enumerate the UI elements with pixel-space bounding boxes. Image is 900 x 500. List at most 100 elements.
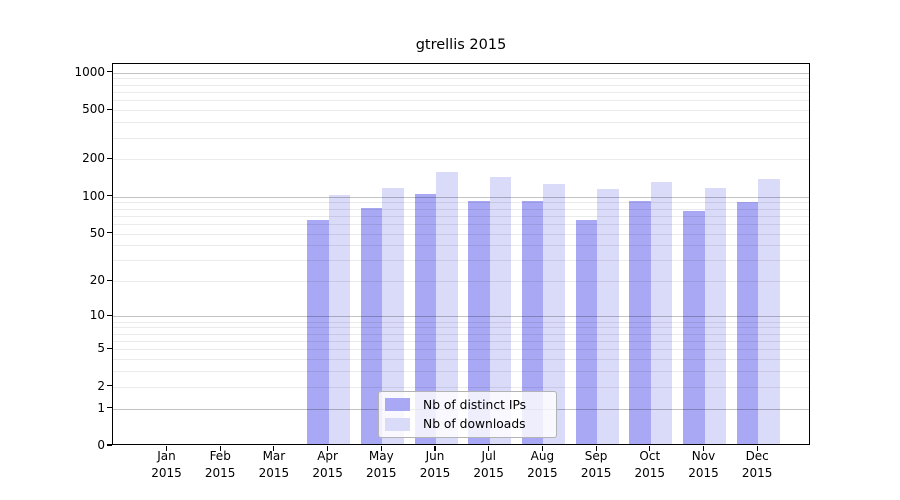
y-tick-mark xyxy=(107,279,112,282)
bar-downloads-nov xyxy=(704,187,726,444)
x-tick-label: May 2015 xyxy=(366,449,397,480)
minor-gridline xyxy=(113,349,809,351)
y-tick-label: 20 xyxy=(89,273,105,288)
y-tick-mark xyxy=(107,231,112,234)
y-tick-mark xyxy=(107,385,112,387)
minor-gridline xyxy=(113,215,809,217)
minor-gridline xyxy=(113,359,809,361)
x-tick-label: Aug 2015 xyxy=(527,449,558,480)
minor-gridline xyxy=(113,91,809,93)
x-tick-label: Jan 2015 xyxy=(151,449,182,480)
x-tick-label: Jul 2015 xyxy=(473,449,504,480)
y-tick-label: 50 xyxy=(89,225,105,240)
x-tick-mark xyxy=(380,446,382,451)
minor-gridline xyxy=(113,78,809,80)
y-tick-label: 100 xyxy=(82,188,105,203)
minor-gridline xyxy=(113,321,809,323)
y-tick-mark xyxy=(107,108,112,110)
y-tick-mark xyxy=(107,406,112,409)
y-tick-label: 10 xyxy=(89,308,105,323)
y-tick-label: 1000 xyxy=(74,64,105,79)
major-gridline xyxy=(113,316,809,318)
x-tick-mark xyxy=(273,446,275,451)
legend: Nb of distinct IPs Nb of downloads xyxy=(378,391,557,438)
y-tick-label: 500 xyxy=(82,102,105,117)
bar-distinct_ips-sep xyxy=(575,219,598,444)
bar-downloads-sep xyxy=(597,188,619,444)
bar-distinct_ips-jul xyxy=(468,200,490,444)
bar-distinct_ips-may xyxy=(360,207,383,444)
x-tick-mark xyxy=(702,446,705,451)
x-tick-mark xyxy=(434,446,436,451)
legend-swatch-distinct-ips xyxy=(385,398,410,411)
y-tick-mark xyxy=(107,314,112,317)
x-tick-mark xyxy=(327,446,329,451)
minor-gridline xyxy=(113,386,809,388)
minor-gridline xyxy=(113,233,809,235)
x-tick-label: Feb 2015 xyxy=(204,449,236,480)
x-tick-label: Nov 2015 xyxy=(688,449,719,480)
y-tick-mark xyxy=(107,195,112,197)
bar-distinct_ips-oct xyxy=(629,200,651,444)
bar-downloads-dec xyxy=(758,179,780,444)
minor-gridline xyxy=(113,122,809,124)
legend-item-distinct-ips: Nb of distinct IPs xyxy=(385,396,550,414)
x-tick-label: Dec 2015 xyxy=(741,449,773,480)
minor-gridline xyxy=(113,333,809,335)
x-tick-mark xyxy=(219,446,221,451)
bar-downloads-jul xyxy=(489,177,512,444)
bar-distinct_ips-apr xyxy=(307,219,329,444)
x-tick-mark xyxy=(541,446,543,451)
minor-gridline xyxy=(113,100,809,102)
bar-distinct_ips-jun xyxy=(414,193,436,444)
y-tick-label: 0 xyxy=(97,438,105,452)
x-tick-mark xyxy=(595,446,597,451)
minor-gridline xyxy=(113,281,809,283)
y-tick-label: 200 xyxy=(82,151,105,166)
major-gridline xyxy=(113,196,809,198)
minor-gridline xyxy=(113,137,809,139)
y-tick-mark xyxy=(107,157,112,160)
x-tick-label: Mar 2015 xyxy=(258,449,290,480)
x-tick-label: Apr 2015 xyxy=(312,449,343,480)
minor-gridline xyxy=(113,223,809,225)
x-tick-mark xyxy=(165,446,168,451)
minor-gridline xyxy=(113,208,809,210)
bar-downloads-aug xyxy=(543,184,565,444)
chart-title: gtrellis 2015 xyxy=(415,37,507,53)
bar-downloads-jun xyxy=(436,171,458,444)
bar-downloads-may xyxy=(382,187,404,444)
legend-swatch-downloads xyxy=(385,418,410,431)
y-tick-label: 5 xyxy=(97,341,105,356)
x-tick-mark xyxy=(649,446,651,451)
y-tick-mark xyxy=(107,347,112,349)
y-tick-label: 2 xyxy=(97,378,105,393)
major-gridline xyxy=(113,72,809,74)
x-tick-mark xyxy=(488,446,490,451)
x-tick-label: Oct 2015 xyxy=(634,449,666,480)
minor-gridline xyxy=(113,340,809,342)
x-tick-label: Jun 2015 xyxy=(419,449,451,480)
minor-gridline xyxy=(113,260,809,262)
bar-distinct_ips-nov xyxy=(683,211,705,444)
minor-gridline xyxy=(113,84,809,86)
x-tick-label: Sep 2015 xyxy=(580,449,612,480)
minor-gridline xyxy=(113,371,809,373)
legend-label-distinct-ips: Nb of distinct IPs xyxy=(423,397,527,412)
bar-distinct_ips-aug xyxy=(521,201,544,444)
legend-item-downloads: Nb of downloads xyxy=(385,415,550,433)
y-tick-mark xyxy=(107,71,112,73)
minor-gridline xyxy=(113,110,809,112)
x-tick-mark xyxy=(756,446,758,451)
bar-downloads-apr xyxy=(328,195,351,444)
minor-gridline xyxy=(113,327,809,329)
minor-gridline xyxy=(113,202,809,204)
bar-distinct_ips-dec xyxy=(736,201,759,444)
bar-downloads-oct xyxy=(650,181,673,444)
minor-gridline xyxy=(113,159,809,161)
minor-gridline xyxy=(113,245,809,247)
plot-area xyxy=(112,63,810,445)
legend-label-downloads: Nb of downloads xyxy=(423,417,526,432)
y-tick-label: 1 xyxy=(97,400,105,415)
